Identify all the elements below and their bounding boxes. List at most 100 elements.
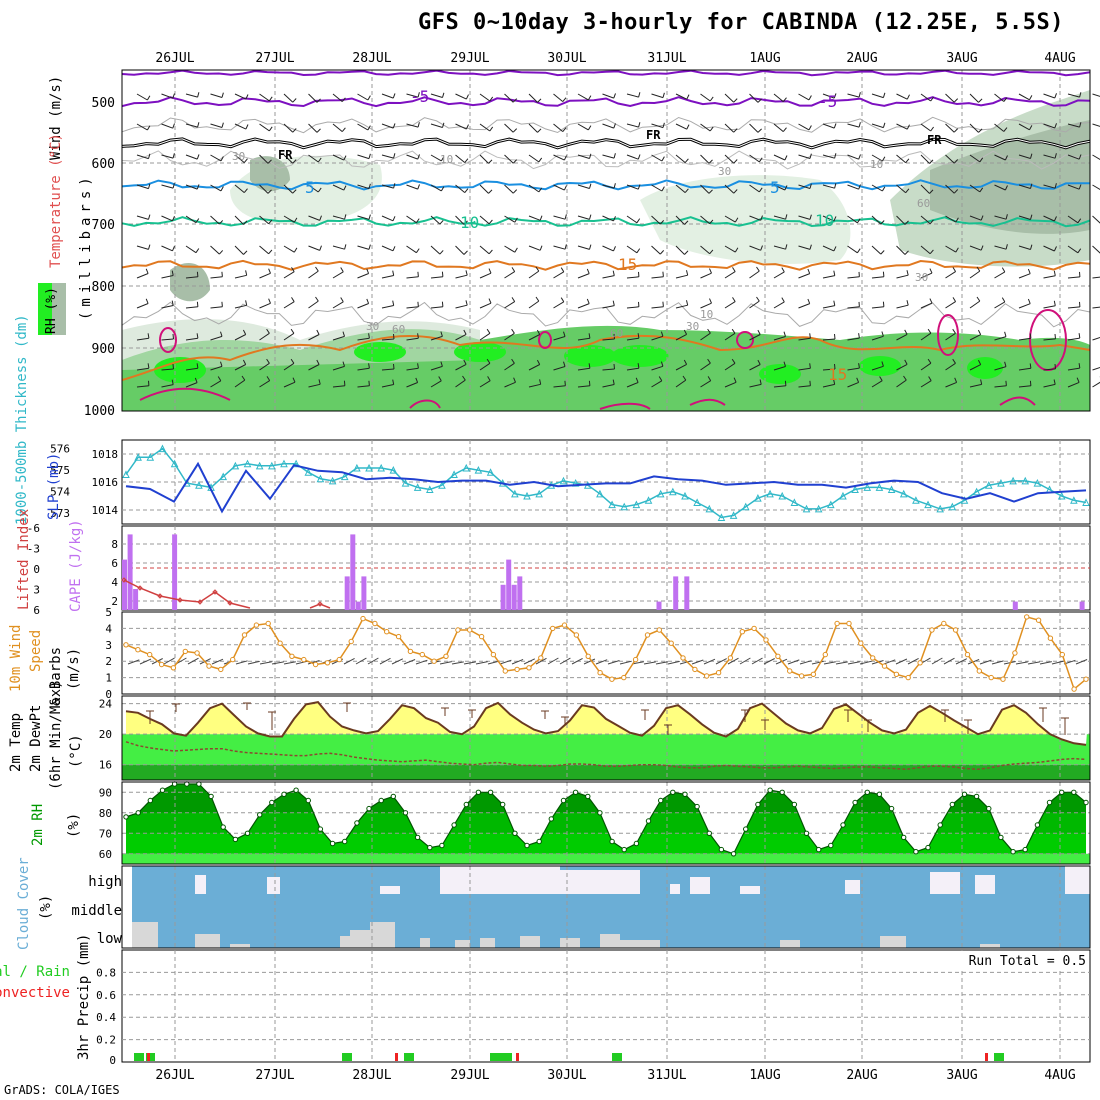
thickness-point: [863, 483, 872, 491]
wind-barb-flag: [709, 219, 714, 225]
rh-point: [755, 801, 761, 808]
wind-barb: [798, 337, 811, 341]
wind-barb: [896, 245, 906, 255]
wind-barb: [724, 381, 737, 388]
wind-barb: [185, 276, 198, 279]
thickness-point: [754, 494, 762, 502]
wind-barb-flag: [613, 153, 616, 159]
rh-point: [718, 846, 725, 853]
wind-barb: [185, 123, 198, 128]
wind-barb: [749, 184, 760, 193]
rh-point: [998, 834, 1004, 841]
wind-speed-point: [929, 627, 935, 633]
day-label-top: 31JUL: [647, 51, 686, 66]
wind-barb-flag: [343, 380, 346, 386]
thickness-point: [425, 485, 434, 494]
wind-barb-flag: [512, 128, 518, 133]
wind-barb-flag: [564, 380, 566, 386]
wind-barb-flag: [930, 96, 935, 102]
wind-barb-flag: [683, 329, 688, 335]
wind-barb-flag: [171, 270, 174, 276]
wind-barb: [504, 245, 516, 253]
wind-barb: [994, 93, 1005, 102]
rh-tick: 60: [99, 848, 112, 861]
rh-point: [913, 849, 919, 855]
sfc-wind-barb: [619, 660, 632, 665]
wind-barb: [626, 337, 639, 341]
wind-barb-flag: [858, 122, 861, 128]
sfc-wind-barb: [991, 660, 1004, 665]
wind-barb: [234, 364, 246, 371]
rh-band-low: [122, 853, 1090, 864]
wind-barb-flag: [266, 328, 270, 334]
wind-barb-flag: [464, 158, 469, 163]
contour-label-minus5-a: -5: [410, 87, 429, 106]
wind-barb: [185, 382, 198, 388]
wind-barb-flag: [463, 329, 467, 335]
wind-barb-flag: [316, 359, 320, 365]
wind-barb-flag: [172, 333, 174, 340]
wind-barb-flag: [952, 297, 957, 302]
thickness-point: [316, 474, 325, 483]
wind-barb: [969, 215, 982, 221]
run-total: Run Total = 0.5: [969, 954, 1086, 969]
wind-label-1: 10m Wind: [8, 625, 24, 692]
wind-barb-flag: [684, 250, 689, 255]
low-cloud-bar: [370, 922, 395, 948]
low-cloud-bar: [780, 940, 800, 948]
rh-point: [901, 834, 907, 841]
rh-bright-patch: [967, 357, 1003, 379]
wind-barb-flag: [708, 189, 713, 194]
wind-barb: [455, 304, 468, 309]
wind-barb: [504, 362, 515, 371]
wind-speed-point: [952, 627, 959, 633]
wind-barb: [798, 303, 810, 309]
wind-barb-flag: [856, 248, 861, 254]
thickness-point: [997, 478, 1005, 487]
wind-barb: [1092, 381, 1100, 388]
wind-barb: [161, 275, 174, 279]
wind-barb: [381, 384, 394, 388]
thickness-point: [523, 491, 531, 500]
wind-barb: [945, 301, 956, 309]
li-tick: -3: [27, 543, 40, 556]
wind-barb-flag: [1054, 153, 1057, 159]
rh-point: [232, 836, 239, 843]
thickness-point: [170, 459, 179, 468]
wind-barb: [822, 305, 835, 309]
thickness-point: [887, 485, 896, 494]
wind-speed-point: [763, 637, 769, 643]
cloud-middle-label: middle: [71, 903, 122, 919]
sfc-wind-barb: [1027, 661, 1040, 665]
wind-barb: [945, 93, 955, 103]
lifted-index-point: [317, 601, 323, 607]
day-label-top: 27JUL: [255, 51, 294, 66]
temp-band-dark: [122, 764, 1090, 780]
wind-barb: [700, 123, 711, 132]
wind-barb-flag: [268, 96, 273, 102]
wind-barb-flag: [343, 155, 347, 161]
wind-barb: [1092, 336, 1100, 341]
wind-barb-flag: [438, 376, 442, 382]
cloud-unit: (%): [38, 895, 54, 920]
wind-barb-flag: [196, 301, 199, 307]
wind-barb: [504, 271, 515, 279]
wind-speed-point: [218, 666, 224, 673]
wind-barb-flag: [440, 186, 445, 192]
wind-barb-flag: [148, 153, 151, 159]
rh-point: [548, 816, 554, 822]
wind-barb: [945, 332, 956, 341]
isotherm-contours: [121, 69, 1091, 410]
wind-barb: [1018, 215, 1031, 220]
wind-speed-point: [798, 673, 805, 679]
wind-speed-point: [976, 668, 982, 674]
thickness-point: [899, 489, 908, 498]
wind-barb: [994, 245, 1007, 250]
wind-barb: [210, 184, 222, 192]
wind-speed-point: [158, 661, 165, 668]
wind-barb: [430, 154, 442, 162]
slp-tick: 1014: [92, 504, 119, 517]
wind-barb: [185, 367, 198, 371]
low-cloud-bar: [195, 934, 220, 948]
wind-barb: [136, 367, 149, 371]
